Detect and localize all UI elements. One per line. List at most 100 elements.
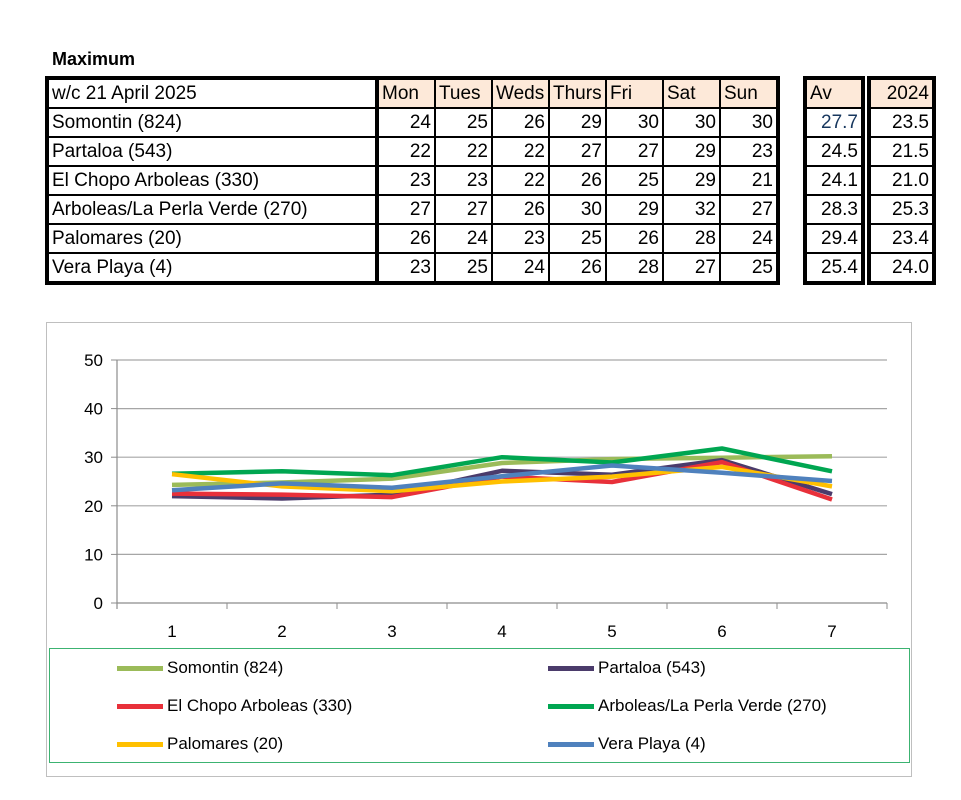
temperature-cell: 22 <box>491 136 550 167</box>
temperature-cell: 26 <box>491 107 550 138</box>
previous-year-cell: 23.5 <box>867 107 936 138</box>
temperature-cell: 27 <box>662 252 721 285</box>
temperature-cell: 30 <box>719 107 780 138</box>
temperature-cell: 26 <box>376 223 436 254</box>
temperature-cell: 22 <box>491 165 550 196</box>
legend-swatch <box>117 703 163 709</box>
average-cell: 27.7 <box>803 107 865 138</box>
legend-item: Partaloa (543) <box>548 657 706 679</box>
temperature-cell: 25 <box>719 252 780 285</box>
previous-year-cell: 24.0 <box>867 252 936 285</box>
average-cell: 29.4 <box>803 223 865 254</box>
temperature-cell: 28 <box>662 223 721 254</box>
y-tick-label: 0 <box>94 594 103 613</box>
temperature-cell: 23 <box>491 223 550 254</box>
temperature-cell: 23 <box>434 165 493 196</box>
legend-swatch <box>548 741 594 747</box>
temperature-cell: 27 <box>548 136 607 167</box>
temperature-cell: 29 <box>662 136 721 167</box>
temperature-cell: 29 <box>548 107 607 138</box>
legend-swatch <box>117 665 163 671</box>
temperature-cell: 25 <box>548 223 607 254</box>
legend-swatch <box>117 741 163 747</box>
legend-label: Vera Playa (4) <box>598 734 706 753</box>
day-header: Fri <box>605 76 664 109</box>
temperature-cell: 22 <box>376 136 436 167</box>
y-tick-label: 40 <box>84 400 103 419</box>
legend-item: Somontin (824) <box>117 657 283 679</box>
table-row: Somontin (824) 24 25 26 29 30 30 30 <box>45 107 780 138</box>
average-cell: 24.1 <box>803 165 865 196</box>
average-cell: 24.5 <box>803 136 865 167</box>
week-label: w/c 21 April 2025 <box>45 76 379 109</box>
legend-item: Arboleas/La Perla Verde (270) <box>548 695 827 717</box>
temperature-cell: 30 <box>605 107 664 138</box>
day-header: Mon <box>376 76 436 109</box>
legend-label: El Chopo Arboleas (330) <box>167 696 353 715</box>
temperature-cell: 27 <box>376 194 436 225</box>
temperature-cell: 28 <box>605 252 664 285</box>
y-tick-label: 30 <box>84 448 103 467</box>
y-tick-label: 20 <box>84 497 103 516</box>
x-tick-label: 4 <box>497 622 506 641</box>
station-name: Vera Playa (4) <box>45 252 379 285</box>
temperature-cell: 24 <box>376 107 436 138</box>
temperature-cell: 26 <box>548 252 607 285</box>
line-chart: 0 10 20 30 40 50 1 2 3 4 5 6 7 <box>84 351 888 641</box>
temperature-cell: 26 <box>491 194 550 225</box>
series-line-3 <box>171 446 833 478</box>
station-name: Somontin (824) <box>45 107 379 138</box>
temperature-cell: 25 <box>434 252 493 285</box>
y-tick-label: 10 <box>84 545 103 564</box>
temperature-cell: 29 <box>605 194 664 225</box>
x-tick-label: 1 <box>167 622 176 641</box>
day-header: Tues <box>434 76 493 109</box>
day-header: Weds <box>491 76 550 109</box>
day-header: Sat <box>662 76 721 109</box>
temperature-cell: 23 <box>376 252 436 285</box>
table-row: Vera Playa (4) 23 25 24 26 28 27 25 <box>45 252 780 285</box>
series-line-5 <box>171 463 833 493</box>
temperature-cell: 32 <box>662 194 721 225</box>
table-row: El Chopo Arboleas (330) 23 23 22 26 25 29 21 <box>45 165 780 196</box>
chart-legend: Somontin (824) Partaloa (543) El Chopo Arb… <box>49 648 910 763</box>
legend-label: Partaloa (543) <box>598 658 706 677</box>
x-tick-label: 6 <box>717 622 726 641</box>
temperature-table: w/c 21 April 2025 Mon Tues Weds Thurs Fri Sat S… <box>45 76 780 285</box>
temperature-cell: 21 <box>719 165 780 196</box>
previous-year-table: 2024 23.5 21.5 21.0 25.3 23.4 24.0 <box>867 76 936 285</box>
x-tick-label: 2 <box>277 622 286 641</box>
average-cell: 28.3 <box>803 194 865 225</box>
temperature-cell: 24 <box>719 223 780 254</box>
station-name: Palomares (20) <box>45 223 379 254</box>
temperature-cell: 23 <box>376 165 436 196</box>
previous-year-cell: 25.3 <box>867 194 936 225</box>
temperature-cell: 24 <box>434 223 493 254</box>
temperature-cell: 29 <box>662 165 721 196</box>
average-header: Av <box>803 76 865 109</box>
temperature-cell: 27 <box>605 136 664 167</box>
table-row: Palomares (20) 26 24 23 25 26 28 24 <box>45 223 780 254</box>
series-line-4 <box>171 464 833 494</box>
legend-item: El Chopo Arboleas (330) <box>117 695 352 717</box>
table-row: Arboleas/La Perla Verde (270) 27 27 26 30 29 3… <box>45 194 780 225</box>
x-tick-label: 3 <box>387 622 396 641</box>
temperature-cell: 30 <box>548 194 607 225</box>
table-row: Partaloa (543) 22 22 22 27 27 29 23 <box>45 136 780 167</box>
x-tick-label: 5 <box>607 622 616 641</box>
temperature-cell: 30 <box>662 107 721 138</box>
legend-label: Somontin (824) <box>167 658 284 677</box>
y-tick-label: 50 <box>84 351 103 370</box>
previous-year-cell: 21.0 <box>867 165 936 196</box>
table-heading: Maximum <box>52 49 136 69</box>
temperature-cell: 27 <box>719 194 780 225</box>
legend-item: Palomares (20) <box>117 733 283 755</box>
station-name: Partaloa (543) <box>45 136 379 167</box>
average-cell: 25.4 <box>803 252 865 285</box>
temperature-cell: 26 <box>548 165 607 196</box>
day-header: Thurs <box>548 76 607 109</box>
temperature-cell: 22 <box>434 136 493 167</box>
station-name: Arboleas/La Perla Verde (270) <box>45 194 379 225</box>
day-header: Sun <box>719 76 780 109</box>
legend-item: Vera Playa (4) <box>548 733 706 755</box>
